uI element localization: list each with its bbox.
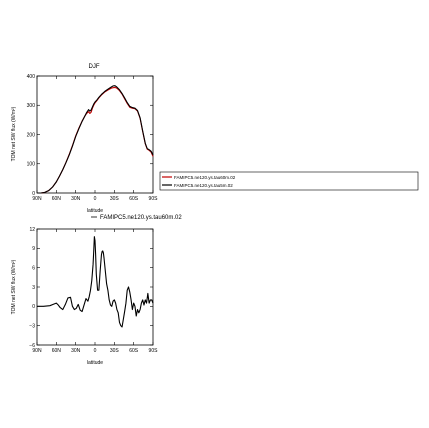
bottom-series-line-1 [37,236,154,328]
top-x-tick-label: 60S [129,196,139,202]
bottom-x-tick-label: 90N [32,348,42,354]
bottom-y-axis: −6 −3 0 3 6 9 12 [29,227,153,349]
top-x-tick-label: 0 [94,196,97,202]
top-y-tick-label: 400 [27,74,36,80]
legend-label-series-1: FAMIPC5.ne120.ys.tau60m.02 [174,175,236,180]
top-x-tick-label: 30S [110,196,120,202]
bottom-y-tick-label: −3 [29,323,35,329]
bottom-x-axis: 90N 60N 30N 0 30S 60S 90S [32,229,158,354]
top-y-axis-label: TOM net SW flux (W/m²) [11,106,17,161]
top-x-tick-label: 90N [32,196,42,202]
bottom-y-tick-label: 6 [32,265,35,271]
top-x-tick-label: 30N [71,196,81,202]
bottom-legend: FAMIPC5.ne120.ys.tau60m.02 [91,215,182,221]
top-x-tick-label: 60N [52,196,62,202]
bottom-x-tick-label: 90S [149,348,159,354]
bottom-y-tick-label: 3 [32,285,35,291]
bottom-panel: FAMIPC5.ne120.ys.tau60m.02 −6 −3 0 3 6 9 12 90… [11,215,182,366]
top-y-tick-label: 0 [32,191,35,197]
legend-label-series-2: FAMIPC5.ne120.ys.tau5m.02 [174,183,233,188]
bottom-y-tick-label: 12 [29,227,35,233]
bottom-y-tick-label: 9 [32,246,35,252]
bottom-x-tick-label: 0 [94,348,97,354]
bottom-y-tick-label: 0 [32,304,35,310]
top-y-axis: 0 100 200 300 400 [27,74,153,197]
top-x-tick-label: 90S [149,196,159,202]
top-panel: DJF 0 100 200 300 400 90N 60N 30N 0 30S 60S 90S la… [11,64,419,214]
bottom-y-tick-label: −6 [29,343,35,349]
bottom-x-axis-label: latitude [87,360,103,366]
top-series-line-2 [37,85,154,194]
bottom-x-tick-label: 30N [71,348,81,354]
top-legend: FAMIPC5.ne120.ys.tau60m.02 FAMIPC5.ne120… [159,171,419,191]
top-panel-title: DJF [89,64,100,70]
bottom-legend-label: FAMIPC5.ne120.ys.tau60m.02 [100,215,182,221]
top-y-tick-label: 200 [27,132,36,138]
bottom-y-axis-label: TOM net SW flux (W/m²) [11,259,17,314]
bottom-x-tick-label: 30S [110,348,120,354]
top-x-axis: 90N 60N 30N 0 30S 60S 90S [32,76,158,202]
bottom-x-tick-label: 60N [52,348,62,354]
top-legend-box [159,171,419,191]
bottom-x-tick-label: 60S [129,348,139,354]
top-y-tick-label: 300 [27,103,36,109]
bottom-series-lines [37,236,154,328]
top-y-tick-label: 100 [27,162,36,168]
top-series-lines [37,85,154,194]
top-x-axis-label: latitude [87,208,103,214]
